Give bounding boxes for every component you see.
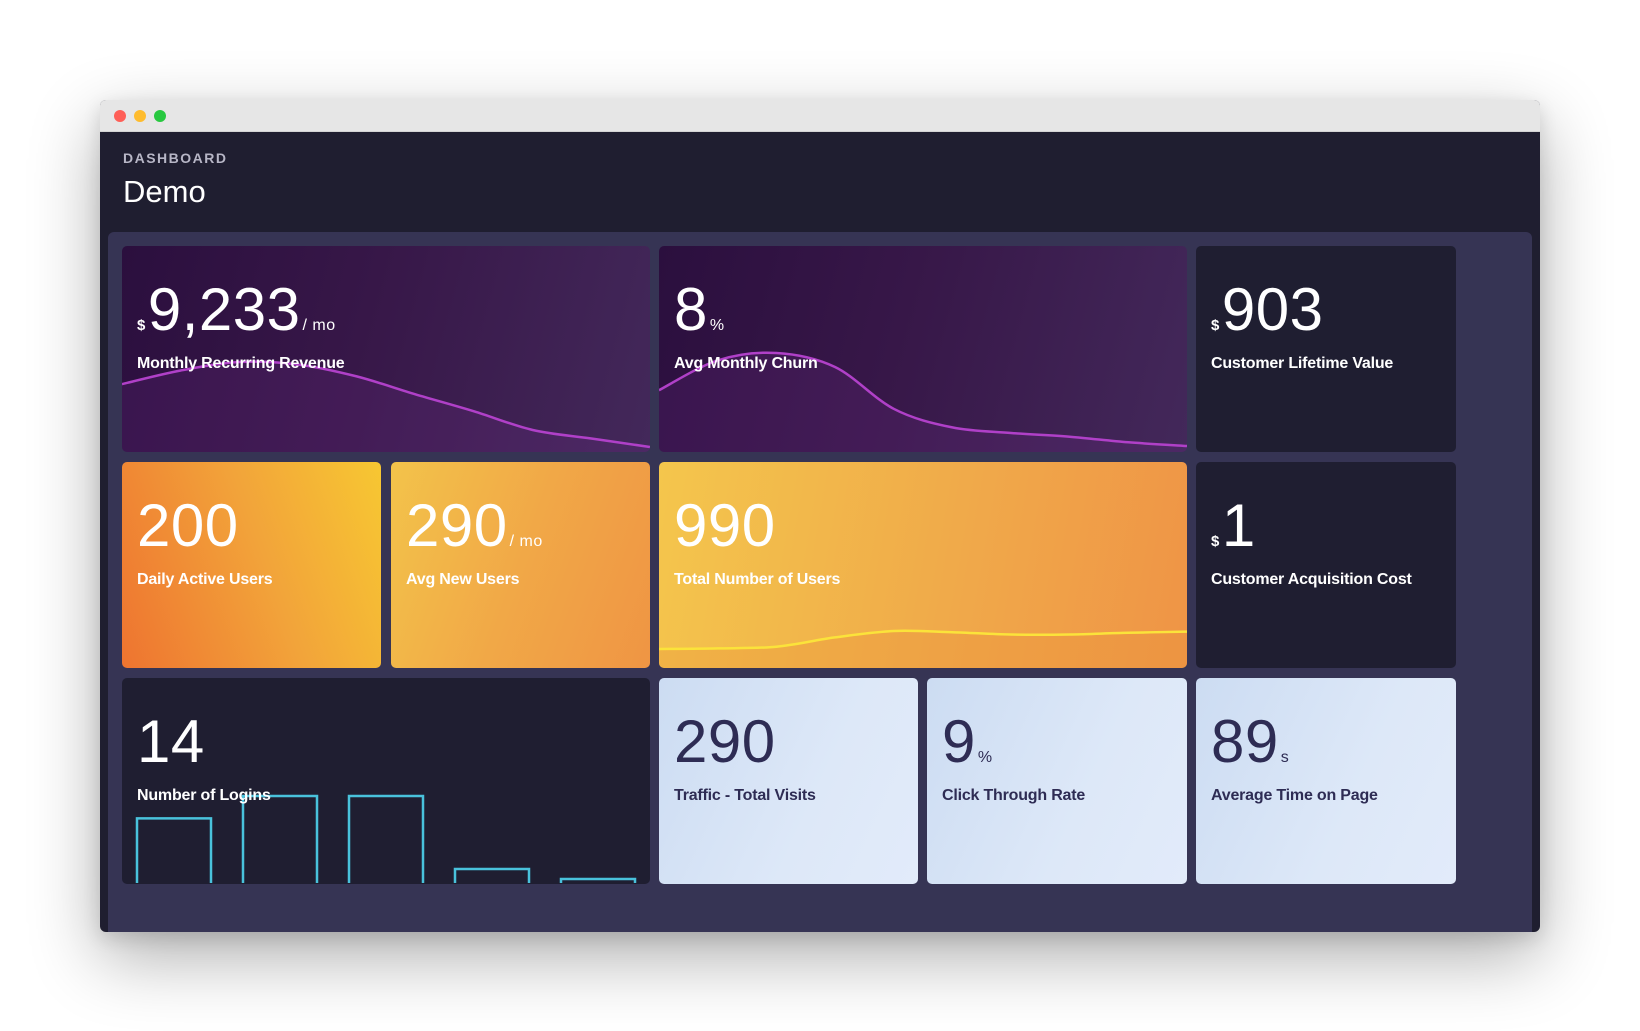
sparkline-line [659,629,1187,651]
tile-average-time-on-page[interactable]: 89 s Average Time on Page [1196,678,1456,884]
value-suffix: / mo [302,317,336,334]
mrr-sparkline [122,360,650,452]
tile-value: 14 [137,712,205,772]
sparkline-line [659,351,1187,448]
tile-value: 990 [674,496,776,556]
page-title: Demo [123,174,206,209]
sparkline-line [122,360,650,449]
minimize-window-button[interactable] [134,110,146,122]
tile-avg-new-users[interactable]: 290/ mo Avg New Users [391,462,650,668]
tile-label: Total Number of Users [674,571,841,588]
value-prefix: $ [1211,317,1220,334]
tile-value: 8% [674,280,725,356]
tile-value: 89 s [1211,712,1289,788]
close-window-button[interactable] [114,110,126,122]
tile-label: Click Through Rate [942,787,1086,804]
tile-avg-monthly-churn[interactable]: 8% Avg Monthly Churn [659,246,1187,452]
tile-board: $9,233/ mo Monthly Recurring Revenue 8% … [108,232,1532,932]
title-bar [100,100,1540,132]
value-suffix: s [1280,749,1290,766]
tile-label: Daily Active Users [137,571,273,588]
tile-value: 200 [137,496,239,556]
tile-traffic-total-visits[interactable]: 290 Traffic - Total Visits [659,678,918,884]
login-bar [453,867,531,883]
tile-label: Customer Lifetime Value [1211,355,1394,372]
tile-label: Avg New Users [406,571,520,588]
tile-click-through-rate[interactable]: 9% Click Through Rate [927,678,1187,884]
value-number: 903 [1221,276,1324,343]
logins-bar-chart [135,794,637,883]
tile-number-of-logins[interactable]: 14 Number of Logins [122,678,650,884]
login-bar [559,877,637,883]
users-sparkline [659,629,1187,668]
sparkline-area [122,361,650,452]
tile-label: Average Time on Page [1211,787,1378,804]
value-number: 290 [406,492,508,559]
value-number: 290 [674,708,776,775]
value-number: 14 [137,708,205,775]
tile-value: $1 [1211,496,1256,572]
tile-value: $9,233/ mo [137,280,336,356]
tile-customer-lifetime-value[interactable]: $903 Customer Lifetime Value [1196,246,1456,452]
tile-label: Number of Logins [137,787,271,804]
value-suffix: / mo [509,533,543,550]
tile-daily-active-users[interactable]: 200 Daily Active Users [122,462,381,668]
value-suffix: % [709,317,725,334]
section-eyebrow: DASHBOARD [123,150,228,166]
value-number: 9 [942,708,976,775]
sparkline-area [659,352,1187,452]
value-number: 89 [1211,708,1279,775]
value-prefix: $ [1211,533,1220,550]
value-number: 990 [674,492,776,559]
tile-value: 290 [674,712,776,772]
dashboard-header: DASHBOARD Demo [123,150,228,210]
tile-label: Avg Monthly Churn [674,355,818,372]
value-number: 9,233 [147,276,301,343]
login-bar [135,817,213,883]
tile-value: $903 [1211,280,1323,356]
app-window: DASHBOARD Demo $9,233/ mo Monthly Recurr… [100,100,1540,932]
tile-monthly-recurring-revenue[interactable]: $9,233/ mo Monthly Recurring Revenue [122,246,650,452]
tile-customer-acquisition-cost[interactable]: $1 Customer Acquisition Cost [1196,462,1456,668]
tile-label: Traffic - Total Visits [674,787,816,804]
tile-value: 290/ mo [406,496,543,572]
value-prefix: $ [137,317,146,334]
sparkline-area [659,630,1187,668]
tile-label: Customer Acquisition Cost [1211,571,1412,588]
tile-total-number-of-users[interactable]: 990 Total Number of Users [659,462,1187,668]
value-number: 200 [137,492,239,559]
tile-label: Monthly Recurring Revenue [137,355,345,372]
tile-value: 9% [942,712,993,788]
value-suffix: % [977,749,993,766]
zoom-window-button[interactable] [154,110,166,122]
value-number: 1 [1221,492,1256,559]
churn-sparkline [659,351,1187,452]
login-bar [347,794,425,883]
value-number: 8 [674,276,708,343]
login-bar [241,794,319,883]
